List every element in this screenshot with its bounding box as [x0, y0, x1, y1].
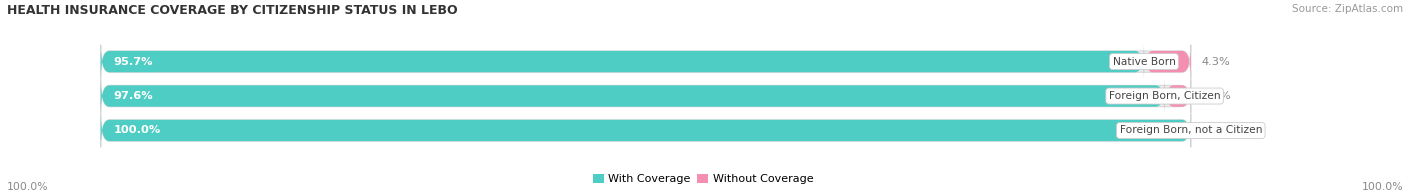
Text: Source: ZipAtlas.com: Source: ZipAtlas.com: [1292, 4, 1403, 14]
Text: 2.4%: 2.4%: [1202, 91, 1230, 101]
Text: 4.3%: 4.3%: [1202, 57, 1230, 67]
FancyBboxPatch shape: [101, 45, 1191, 78]
FancyBboxPatch shape: [101, 45, 1144, 78]
Text: 95.7%: 95.7%: [114, 57, 153, 67]
Text: Foreign Born, not a Citizen: Foreign Born, not a Citizen: [1119, 125, 1263, 135]
Text: 100.0%: 100.0%: [7, 182, 49, 192]
FancyBboxPatch shape: [101, 114, 1191, 147]
Text: Foreign Born, Citizen: Foreign Born, Citizen: [1109, 91, 1220, 101]
Text: 97.6%: 97.6%: [114, 91, 153, 101]
FancyBboxPatch shape: [101, 79, 1191, 113]
FancyBboxPatch shape: [101, 79, 1164, 113]
Text: 100.0%: 100.0%: [114, 125, 162, 135]
Text: 100.0%: 100.0%: [1361, 182, 1403, 192]
Text: Native Born: Native Born: [1112, 57, 1175, 67]
Legend: With Coverage, Without Coverage: With Coverage, Without Coverage: [588, 169, 818, 189]
FancyBboxPatch shape: [1164, 79, 1191, 113]
FancyBboxPatch shape: [101, 114, 1191, 147]
FancyBboxPatch shape: [1144, 45, 1191, 78]
Text: HEALTH INSURANCE COVERAGE BY CITIZENSHIP STATUS IN LEBO: HEALTH INSURANCE COVERAGE BY CITIZENSHIP…: [7, 4, 458, 17]
Text: 0.0%: 0.0%: [1202, 125, 1230, 135]
